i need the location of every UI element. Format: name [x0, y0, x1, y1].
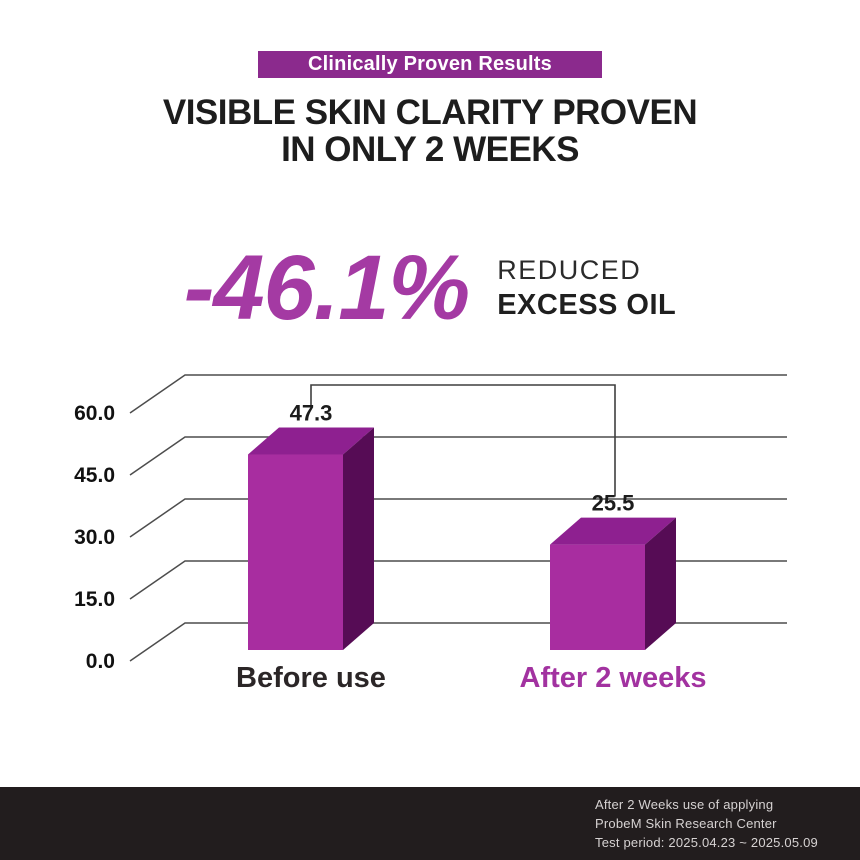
- stat-desc-line2: EXCESS OIL: [497, 289, 677, 321]
- gridline: [129, 560, 787, 600]
- bar-front-face: [550, 544, 645, 650]
- page-title: VISIBLE SKIN CLARITY PROVEN IN ONLY 2 WE…: [0, 94, 860, 168]
- footer-note: After 2 Weeks use of applying ProbeM Ski…: [595, 795, 818, 852]
- gridline: [129, 498, 787, 538]
- y-tick-label: 30.0: [74, 526, 115, 549]
- bar-chart: 60.0 45.0 30.0 15.0 0.0 47.3 Before use 25.5 Aft…: [74, 374, 787, 694]
- bar-side-face: [343, 427, 374, 650]
- footer-line2: ProbeM Skin Research Center: [595, 816, 777, 831]
- category-label: After 2 weeks: [520, 662, 707, 694]
- badge-label: Clinically Proven Results: [308, 53, 552, 75]
- stat-row: -46.1% REDUCED EXCESS OIL: [0, 238, 860, 338]
- footer-line3: Test period: 2025.04.23 ~ 2025.05.09: [595, 835, 818, 850]
- stat-desc-line1: REDUCED: [497, 255, 642, 285]
- bar-side-face: [645, 517, 676, 650]
- bar-value-label: 47.3: [290, 401, 333, 426]
- comparison-bracket: [310, 384, 616, 497]
- bar-top-face: [550, 517, 676, 545]
- stat-description: REDUCED EXCESS OIL: [497, 253, 676, 323]
- heading-line2: IN ONLY 2 WEEKS: [281, 130, 579, 169]
- y-tick-label: 0.0: [86, 650, 115, 673]
- footer-line1: After 2 Weeks use of applying: [595, 797, 774, 812]
- gridline: [129, 374, 787, 414]
- y-tick-label: 60.0: [74, 402, 115, 425]
- badge: Clinically Proven Results: [258, 51, 602, 78]
- heading-line1: VISIBLE SKIN CLARITY PROVEN: [162, 93, 698, 132]
- category-label: Before use: [236, 662, 386, 694]
- y-tick-label: 15.0: [74, 588, 115, 611]
- stat-value: -46.1%: [183, 237, 470, 339]
- footer: After 2 Weeks use of applying ProbeM Ski…: [0, 787, 860, 860]
- bar-value-label: 25.5: [592, 491, 635, 516]
- bar-top-face: [248, 427, 374, 455]
- gridline: [129, 622, 787, 662]
- gridline: [129, 436, 787, 476]
- bar-front-face: [248, 454, 343, 650]
- y-tick-label: 45.0: [74, 464, 115, 487]
